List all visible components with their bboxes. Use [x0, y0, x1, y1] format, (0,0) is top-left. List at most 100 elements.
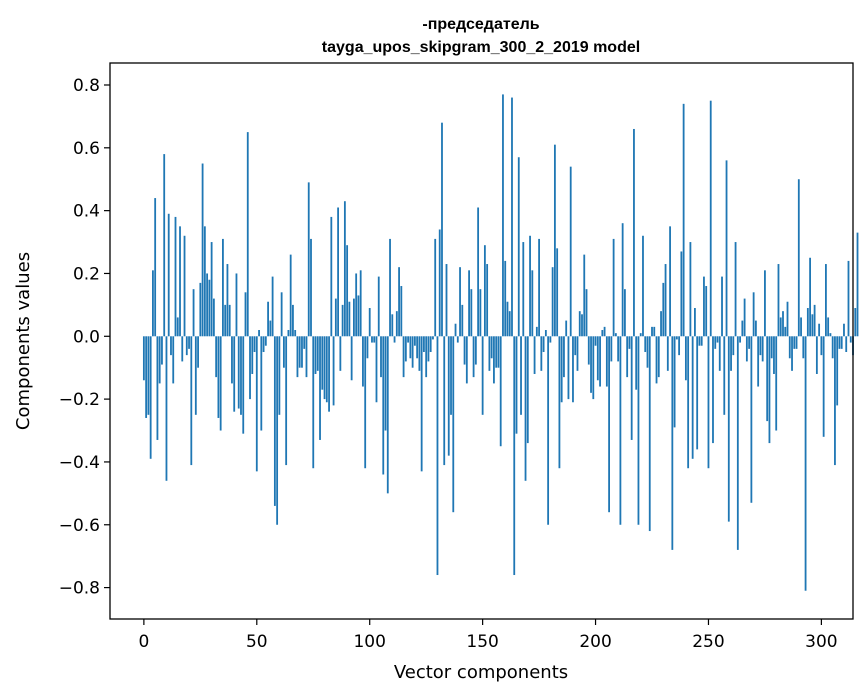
bar [368, 308, 371, 337]
bar [420, 336, 423, 472]
bar [639, 333, 642, 337]
bar [472, 336, 475, 378]
bar [463, 336, 466, 365]
bar [493, 336, 495, 384]
bar [684, 336, 687, 381]
bar [355, 273, 358, 337]
bar [285, 336, 288, 466]
bar [395, 311, 398, 337]
bar [294, 330, 297, 337]
bar [804, 336, 807, 591]
bar [696, 336, 699, 450]
bar [452, 336, 455, 513]
bar [423, 336, 425, 352]
bar [757, 336, 760, 387]
bar [782, 311, 784, 337]
bar [176, 317, 179, 337]
y-tick-label: −0.6 [59, 516, 100, 536]
bar [411, 336, 414, 368]
bar [766, 336, 769, 422]
bar [192, 289, 195, 337]
bar [231, 336, 233, 384]
bar [687, 336, 690, 469]
y-axis-ticks: −0.8 −0.6 −0.4 −0.2 0.0 0.2 0.4 0.6 0.8 [59, 76, 110, 599]
bar [334, 298, 337, 337]
bar [535, 326, 538, 337]
x-tick-label: 250 [692, 632, 724, 652]
bar [678, 336, 681, 356]
bar [194, 336, 197, 415]
bar [391, 314, 394, 337]
bar [373, 336, 376, 343]
bar [761, 336, 764, 362]
bar [849, 336, 852, 343]
bar [834, 336, 836, 466]
bar [813, 304, 816, 337]
bar [784, 326, 787, 337]
bar [637, 336, 640, 525]
bar [319, 336, 321, 440]
bar [382, 336, 385, 475]
bar [454, 323, 457, 337]
bar [515, 336, 518, 434]
bar [827, 317, 830, 337]
bar [149, 336, 152, 459]
bar [152, 270, 154, 337]
bar [267, 301, 269, 337]
bar [775, 336, 778, 431]
bar [585, 289, 588, 337]
bar [754, 320, 757, 337]
bar [156, 336, 159, 440]
bar [147, 336, 150, 415]
bar [700, 336, 703, 346]
bar [337, 207, 339, 337]
bar [560, 336, 563, 403]
bar [594, 336, 597, 346]
bar [644, 336, 647, 352]
bar [739, 336, 741, 343]
bar [459, 267, 461, 337]
bar [413, 336, 416, 346]
bar [517, 157, 520, 337]
y-axis-label: Components values [13, 252, 34, 430]
bar [208, 279, 211, 337]
bar [188, 336, 190, 349]
bar [707, 336, 710, 469]
bar [235, 273, 238, 337]
bar [614, 333, 617, 337]
bar [572, 336, 574, 403]
bar [289, 254, 292, 337]
bar [662, 282, 665, 337]
bar [845, 336, 848, 352]
bar [748, 336, 751, 349]
bar [339, 336, 342, 371]
bar [569, 166, 572, 337]
bar [348, 301, 351, 337]
bar [520, 336, 522, 415]
bar [856, 232, 859, 337]
bar [773, 336, 775, 374]
bar [142, 336, 145, 381]
bar [305, 336, 308, 378]
bar [673, 336, 676, 428]
bar [592, 336, 595, 400]
bar [759, 336, 762, 356]
bar [646, 336, 649, 368]
x-tick-label: 300 [805, 632, 837, 652]
bar [522, 242, 525, 337]
y-tick-label: 0.6 [73, 139, 100, 159]
bar [278, 336, 281, 415]
bar [386, 336, 389, 494]
bar [633, 128, 635, 337]
bar [384, 336, 387, 431]
bar [233, 336, 236, 412]
bar [219, 336, 222, 431]
bar [745, 336, 748, 362]
bar [328, 336, 330, 412]
bar [409, 336, 412, 359]
bar [540, 336, 543, 371]
bar [172, 336, 175, 384]
bar [301, 336, 303, 368]
bar [163, 154, 166, 337]
